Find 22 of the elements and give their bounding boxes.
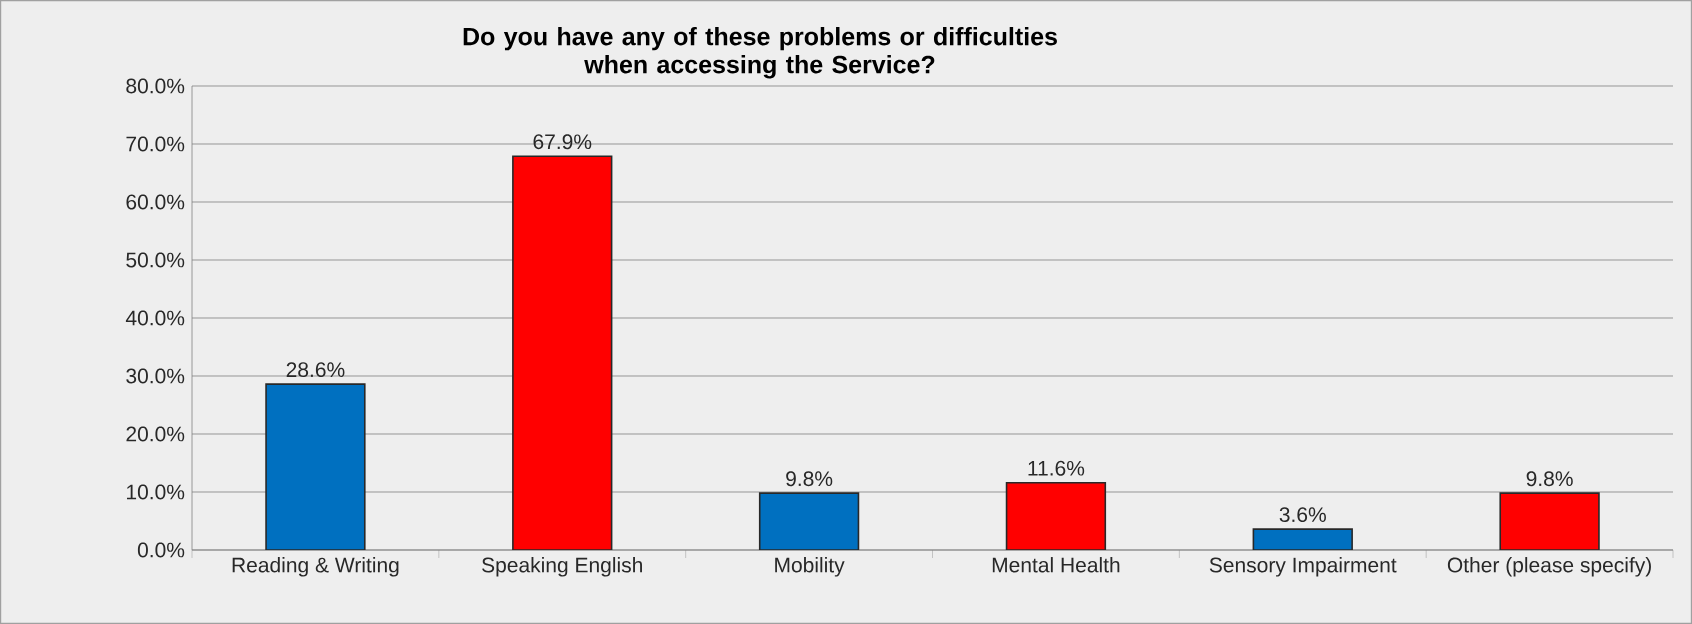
data-label: 28.6% <box>286 362 345 378</box>
y-tick-label: 70.0% <box>126 136 185 152</box>
x-tick-label: Speaking English <box>482 557 642 577</box>
y-tick-label: 10.0% <box>127 484 185 500</box>
data-label: 11.6% <box>1028 460 1085 476</box>
y-tick-label: 60.0% <box>126 194 185 210</box>
data-label: 9.8% <box>1526 471 1573 487</box>
x-tick-label: Reading & Writing <box>232 557 399 577</box>
x-tick-label: Mobility <box>775 557 845 577</box>
data-label: 3.6% <box>1279 507 1326 523</box>
y-tick-label: 0.0% <box>137 542 185 558</box>
y-tick-label: 50.0% <box>126 252 185 268</box>
y-tick-label: 30.0% <box>126 368 185 384</box>
y-tick-label: 40.0% <box>125 310 185 326</box>
y-tick-label: 80.0% <box>126 78 185 94</box>
chart-title: Do you have any of these problems or difficulties when accessing the Service? <box>463 27 1057 79</box>
data-label: 67.9% <box>533 134 592 150</box>
x-tick-label: Other (please specify) <box>1447 557 1651 577</box>
data-label: 9.8% <box>786 471 833 487</box>
y-tick-label: 20.0% <box>126 426 185 442</box>
x-tick-label: Mental Health <box>992 557 1120 573</box>
x-tick-label: Sensory Impairment <box>1209 557 1397 577</box>
